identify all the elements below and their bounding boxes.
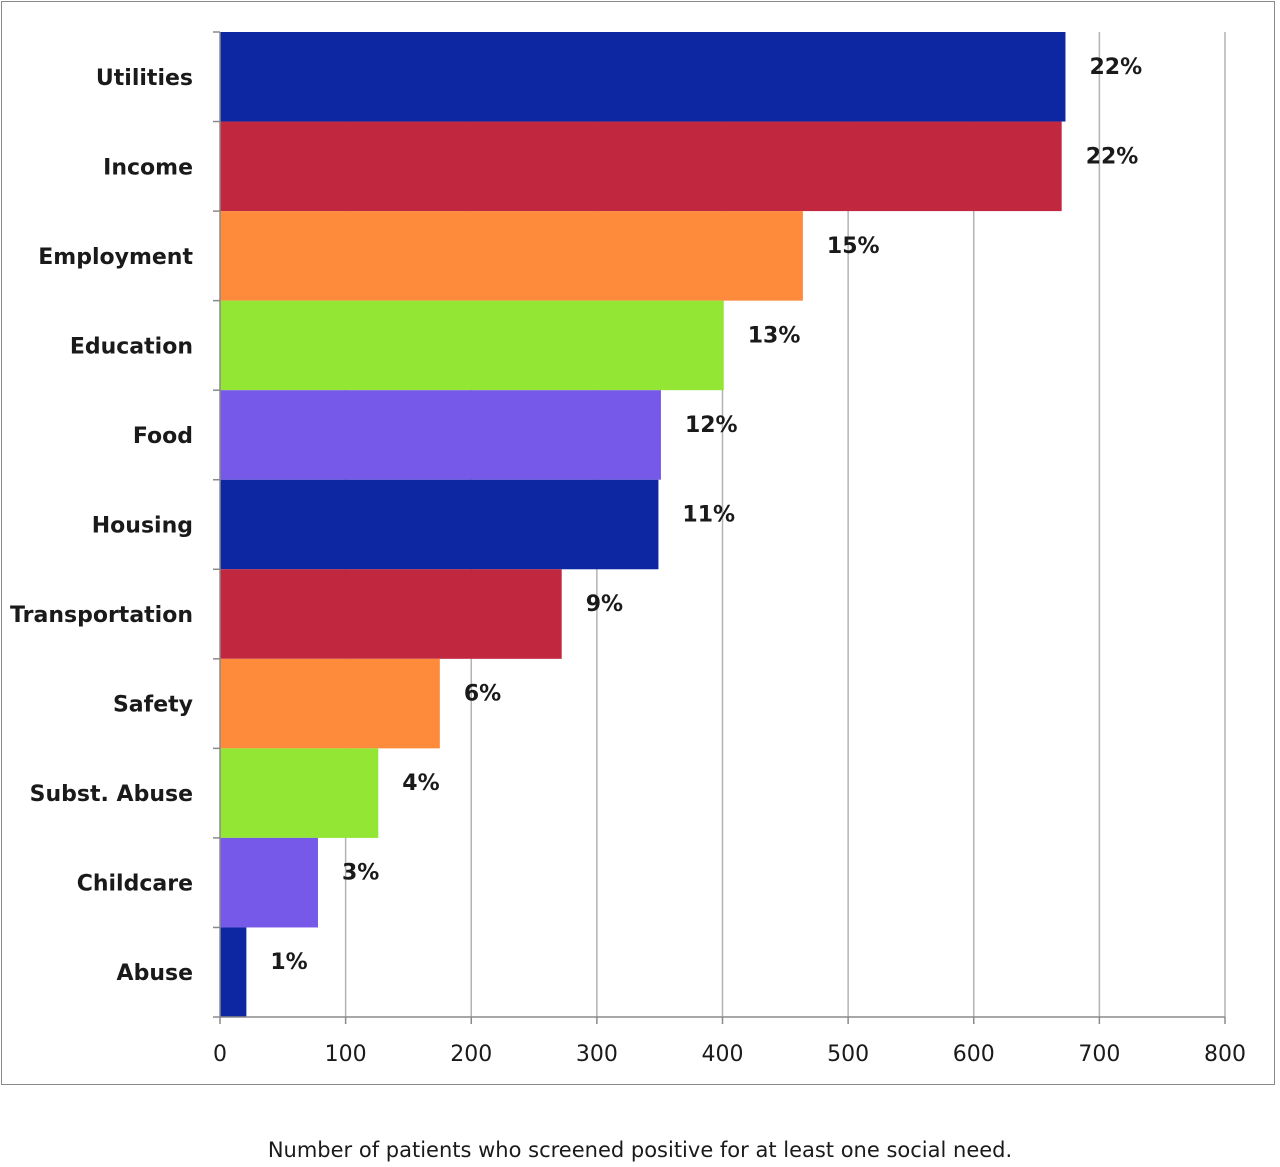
bar-transportation	[220, 569, 562, 659]
category-label: Education	[70, 334, 193, 359]
category-label: Subst. Abuse	[30, 782, 193, 807]
bars	[220, 32, 1066, 1017]
bar-childcare	[220, 837, 318, 928]
bar-housing	[220, 479, 659, 570]
bar-chart: Utilities Income Employment Education Food Ho…	[10, 31, 1246, 1067]
category-label: Childcare	[77, 872, 193, 897]
bar-food	[220, 390, 661, 480]
x-tick-label: 0	[213, 1042, 227, 1067]
data-label: 12%	[685, 413, 738, 438]
bar-subst-abuse	[220, 748, 379, 838]
x-tick-label: 500	[827, 1042, 869, 1067]
data-label: 22%	[1089, 55, 1142, 80]
x-tick-label: 600	[953, 1042, 995, 1067]
category-label: Transportation	[10, 603, 193, 628]
bar-abuse	[220, 927, 247, 1017]
category-label: Safety	[113, 693, 193, 718]
data-label: 1%	[270, 950, 307, 975]
data-label: 11%	[682, 503, 735, 528]
data-label: 4%	[402, 771, 439, 796]
data-label: 13%	[748, 323, 801, 348]
data-label: 22%	[1086, 144, 1139, 169]
data-label: 6%	[464, 682, 501, 707]
category-label: Abuse	[117, 961, 193, 986]
bar-employment	[220, 211, 803, 301]
bar-income	[220, 121, 1062, 212]
data-label: 15%	[827, 234, 880, 259]
bar-utilities	[220, 32, 1066, 122]
category-label: Income	[103, 155, 193, 180]
data-labels: 22% 22% 15% 13% 12% 11% 9% 6% 4% 3% 1%	[270, 55, 1142, 975]
category-labels: Utilities Income Employment Education Food Ho…	[10, 66, 193, 986]
x-tick-label: 200	[450, 1042, 492, 1067]
bar-safety	[220, 658, 440, 749]
axes	[213, 31, 1226, 1024]
data-label: 3%	[342, 861, 379, 886]
category-label: Employment	[38, 245, 193, 270]
category-label: Utilities	[96, 66, 193, 91]
x-tick-label: 400	[702, 1042, 744, 1067]
chart-caption: Number of patients who screened positive…	[267, 1138, 1013, 1162]
category-label: Housing	[92, 514, 193, 539]
bar-education	[220, 300, 724, 391]
category-label: Food	[133, 424, 193, 449]
x-tick-label: 100	[325, 1042, 367, 1067]
data-label: 9%	[586, 592, 623, 617]
x-tick-label: 800	[1204, 1042, 1246, 1067]
x-tick-label: 700	[1078, 1042, 1120, 1067]
chart-frame	[1, 1, 1275, 1085]
x-tick-label: 300	[576, 1042, 618, 1067]
x-tick-labels: 0 100 200 300 400 500 600 700 800	[213, 1042, 1246, 1067]
